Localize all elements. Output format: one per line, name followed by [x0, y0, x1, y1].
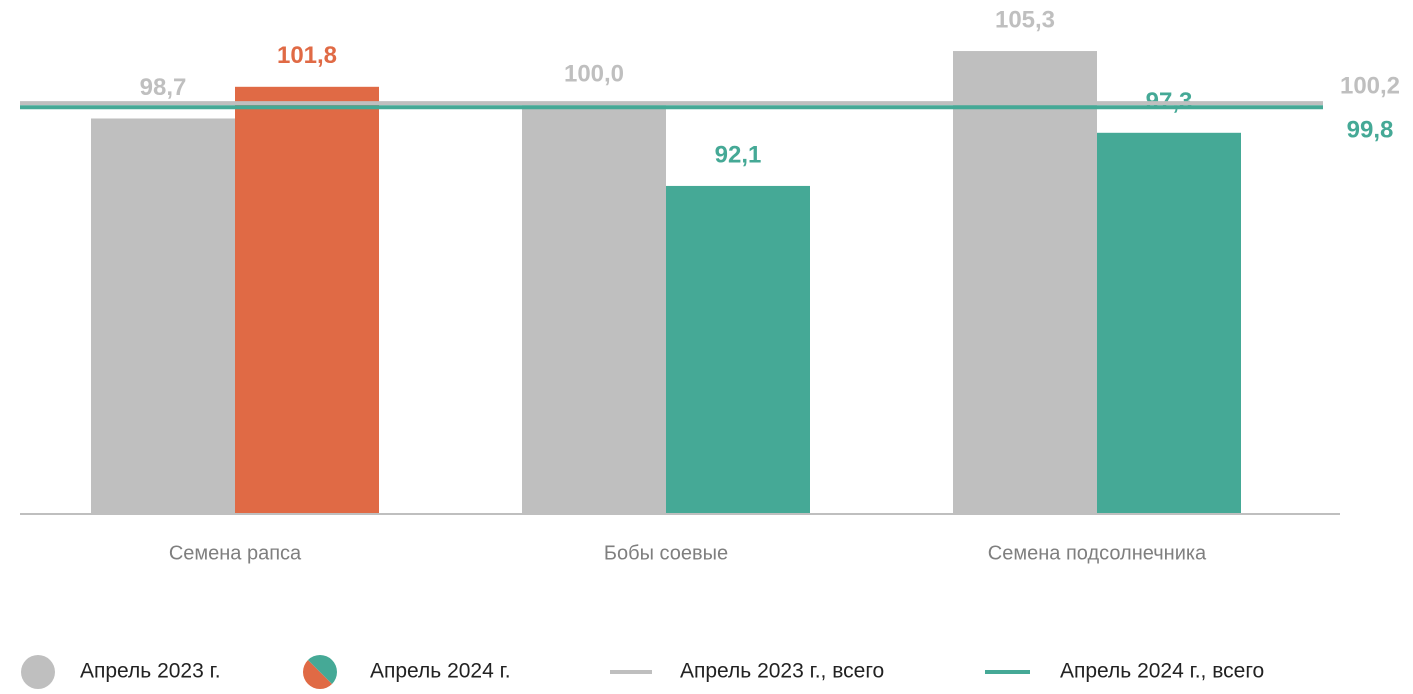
x-tick-label: Семена подсолнечника: [988, 542, 1207, 564]
bar: [522, 105, 666, 514]
bar: [953, 51, 1097, 515]
legend-marker: [302, 659, 333, 689]
legend-label: Апрель 2024 г.: [370, 660, 511, 683]
legend-label: Апрель 2023 г., всего: [680, 660, 884, 683]
legend-label: Апрель 2023 г.: [80, 660, 221, 683]
legend-label: Апрель 2024 г., всего: [1060, 660, 1264, 683]
bar: [666, 185, 810, 515]
legend-marker: [307, 654, 337, 685]
reference-label: 99,8: [1347, 116, 1394, 143]
legend-marker: [21, 655, 55, 689]
value-label: 105,3: [995, 6, 1055, 33]
bar: [91, 118, 235, 515]
bar: [1097, 132, 1241, 514]
bar: [235, 86, 379, 514]
x-tick-label: Семена рапса: [169, 542, 302, 564]
value-label: 101,8: [277, 42, 337, 69]
reference-label: 100,2: [1340, 72, 1400, 99]
value-label: 92,1: [715, 141, 762, 168]
value-label: 98,7: [140, 74, 187, 101]
value-label: 100,0: [564, 61, 624, 88]
x-tick-label: Бобы соевые: [604, 542, 728, 564]
